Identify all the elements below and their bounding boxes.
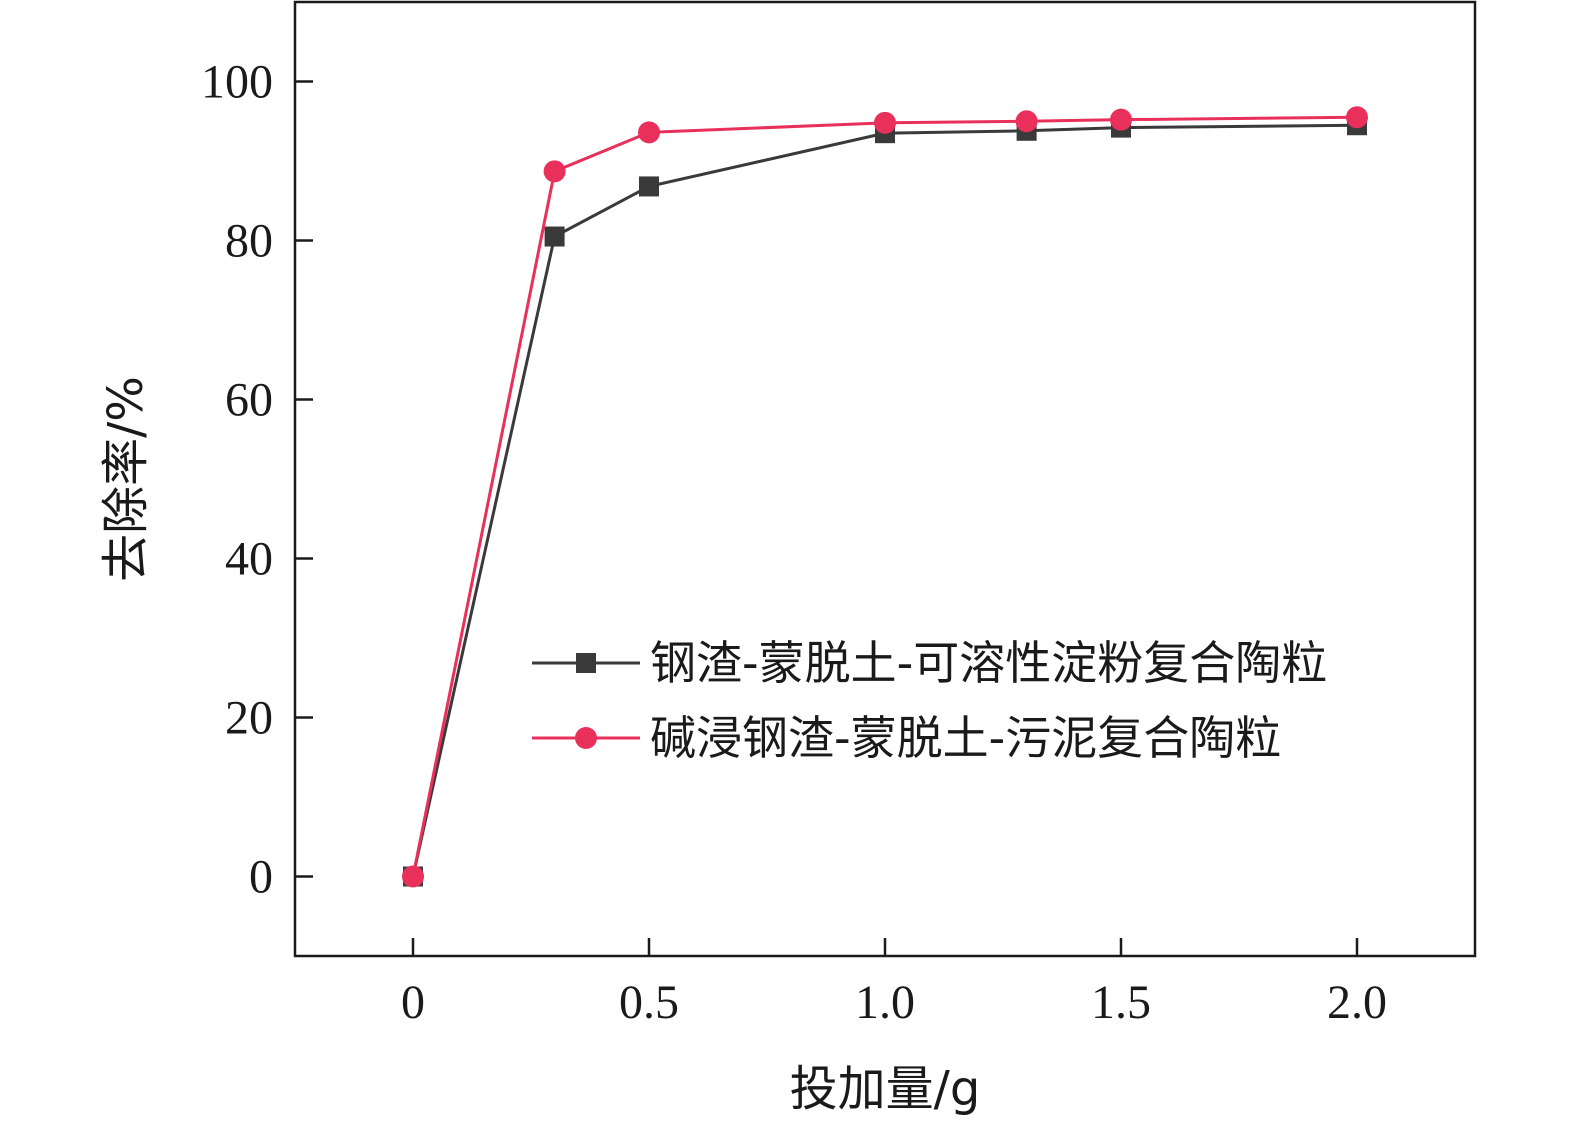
legend-marker <box>575 727 597 749</box>
series-1 <box>403 115 1367 887</box>
legend-item-1: 钢渣-蒙脱土-可溶性淀粉复合陶粒 <box>532 636 1327 690</box>
data-point-circle <box>638 121 660 144</box>
y-tick-label: 100 <box>201 56 273 109</box>
y-axis-title: 去除率/% <box>98 376 154 582</box>
x-tick-label: 2.0 <box>1327 976 1387 1029</box>
x-tick-label: 1.5 <box>1091 976 1151 1029</box>
data-point-circle <box>1015 110 1038 133</box>
x-tick-label: 0.5 <box>619 976 679 1029</box>
x-axis-title: 投加量/g <box>790 1061 981 1117</box>
data-point-square <box>544 226 565 247</box>
y-tick-label: 40 <box>225 533 273 586</box>
data-point-circle <box>1346 106 1368 129</box>
data-point-square <box>639 176 659 197</box>
legend-label: 碱浸钢渣-蒙脱土-污泥复合陶粒 <box>650 711 1281 765</box>
x-axis-ticks: 0 0.5 1.0 1.5 2.0 <box>401 938 1387 1029</box>
y-tick-label: 80 <box>225 215 273 268</box>
data-point-circle <box>874 111 896 134</box>
legend-label: 钢渣-蒙脱土-可溶性淀粉复合陶粒 <box>650 636 1327 690</box>
y-tick-label: 20 <box>225 692 273 745</box>
data-point-circle <box>543 160 566 183</box>
data-point-circle <box>1110 108 1132 131</box>
y-tick-label: 0 <box>249 851 273 904</box>
y-tick-label: 60 <box>225 374 273 427</box>
x-tick-label: 0 <box>401 976 425 1029</box>
series-layer <box>402 106 1368 888</box>
x-tick-label: 1.0 <box>855 976 915 1029</box>
legend-marker <box>576 653 596 673</box>
y-axis-ticks: 0 20 40 60 80 100 <box>201 56 313 904</box>
data-point-circle <box>402 865 424 888</box>
legend-item-2: 碱浸钢渣-蒙脱土-污泥复合陶粒 <box>532 711 1281 765</box>
series-2 <box>402 106 1368 888</box>
plot-frame <box>293 0 1477 958</box>
